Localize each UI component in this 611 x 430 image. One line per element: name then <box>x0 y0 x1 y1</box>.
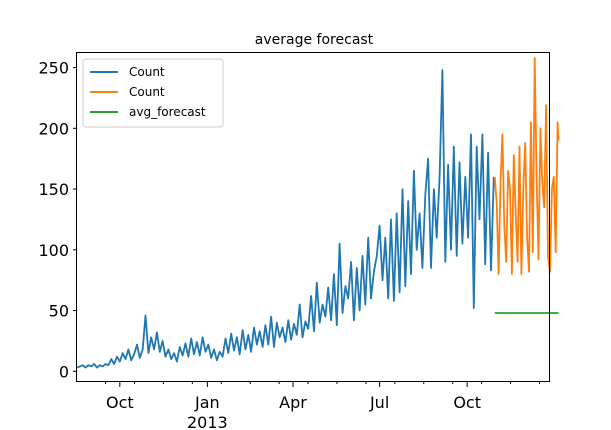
y-tick-label-5: 250 <box>38 59 69 78</box>
chart-title: average forecast <box>255 32 374 48</box>
y-axis: 0 50 100 150 200 250 <box>38 59 77 381</box>
y-tick-label-3: 150 <box>38 180 69 199</box>
plot-lines <box>76 57 560 369</box>
legend: Count Count avg_forecast <box>82 58 224 128</box>
y-tick-label-2: 100 <box>38 241 69 260</box>
legend-box <box>82 58 224 128</box>
x-tick-label-4: Oct <box>453 393 481 412</box>
x-tick-label-0: Oct <box>106 393 134 412</box>
y-tick-label-1: 50 <box>49 302 69 321</box>
legend-label-2: avg_forecast <box>129 105 206 119</box>
plot-frame <box>76 52 550 382</box>
x-tick-sublabel-1: 2013 <box>187 413 228 430</box>
series-line-0 <box>76 69 495 369</box>
legend-label-1: Count <box>129 85 165 99</box>
legend-label-0: Count <box>129 65 165 79</box>
x-tick-label-3: Jul <box>369 393 389 412</box>
x-tick-label-2: Apr <box>279 393 307 412</box>
series-line-1 <box>493 57 560 275</box>
y-tick-label-4: 200 <box>38 119 69 138</box>
y-tick-label-0: 0 <box>59 362 69 381</box>
x-tick-label-1: Jan <box>194 393 220 412</box>
